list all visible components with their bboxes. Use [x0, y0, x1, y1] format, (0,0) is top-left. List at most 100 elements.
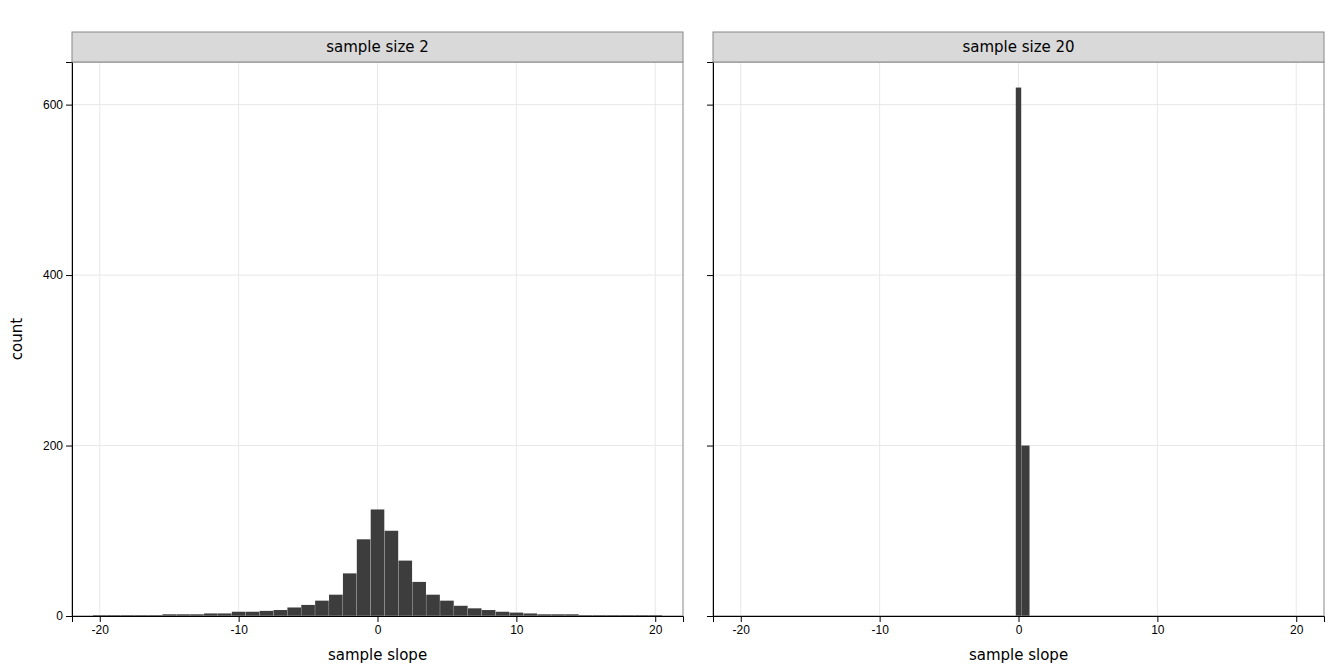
histogram-bar [468, 608, 482, 616]
x-tick-label: 0 [1016, 623, 1023, 637]
x-tick: 10 [1151, 616, 1165, 637]
y-tick [707, 446, 713, 447]
histogram-bar [426, 595, 440, 616]
x-tick-label: -10 [871, 623, 889, 637]
x-axis-title: sample slope [328, 646, 427, 664]
y-tick-mark [66, 105, 72, 106]
histogram-bar [1021, 446, 1029, 616]
y-tick [707, 616, 713, 617]
grid-line-x [516, 62, 517, 616]
x-tick-label: -10 [230, 623, 248, 637]
y-axis [707, 63, 714, 617]
x-tick: -20 [733, 616, 751, 637]
y-tick-label: 600 [43, 98, 63, 112]
y-tick-mark [66, 446, 72, 447]
y-tick-label: 400 [43, 268, 63, 282]
histogram-bar [482, 610, 496, 616]
histogram-bar [315, 601, 329, 616]
grid-line-y [72, 275, 683, 276]
x-tick: 10 [510, 616, 524, 637]
histogram-bar [287, 607, 301, 616]
x-tick-mark [880, 616, 881, 622]
histogram-bar [385, 531, 399, 616]
grid-line-x [879, 62, 880, 616]
x-tick: 0 [1016, 616, 1023, 637]
bars [1016, 88, 1030, 616]
y-tick: 0 [56, 609, 72, 623]
x-tick: -10 [871, 616, 889, 637]
grid-line-x [99, 62, 100, 616]
histogram-bar [371, 509, 385, 616]
x-tick: 20 [649, 616, 663, 637]
histogram-bar [246, 612, 260, 616]
y-axis-line [707, 63, 714, 617]
x-tick-label: -20 [733, 623, 751, 637]
bars [93, 509, 662, 616]
x-tick: -10 [230, 616, 248, 637]
histogram-bar [496, 612, 510, 616]
grid-line-x [655, 62, 656, 616]
histogram-bar [301, 605, 315, 616]
x-tick: 20 [1290, 616, 1304, 637]
grid [713, 62, 1324, 616]
histogram-bar [510, 613, 524, 616]
histogram-bar [273, 610, 287, 616]
y-tick: 400 [43, 268, 72, 282]
y-tick: 200 [43, 439, 72, 453]
histogram-bar [1016, 88, 1021, 616]
grid-line-x [740, 62, 741, 616]
x-tick-mark [100, 616, 101, 622]
y-tick-mark [707, 275, 713, 276]
plot-background [72, 62, 683, 616]
y-axis-title: count [8, 318, 26, 360]
facet-title: sample size 20 [962, 38, 1074, 56]
grid-line-y [72, 445, 683, 446]
facet-header [72, 32, 683, 62]
plot-frame [72, 62, 683, 616]
y-axis: 0 200 400 600 [43, 63, 73, 624]
y-tick [707, 105, 713, 106]
y-tick: 600 [43, 98, 72, 112]
facet-title: sample size 2 [326, 38, 429, 56]
y-tick-label: 200 [43, 439, 63, 453]
plot-frame [713, 62, 1324, 616]
grid-line-x [1296, 62, 1297, 616]
histogram-bar [232, 612, 246, 616]
y-axis-line [66, 63, 73, 617]
grid-line-x [238, 62, 239, 616]
x-tick-label: 20 [1290, 623, 1304, 637]
plot-background [713, 62, 1324, 616]
histogram-bar [412, 582, 426, 616]
x-tick-mark [1157, 616, 1158, 622]
x-tick-mark [516, 616, 517, 622]
x-tick-mark [741, 616, 742, 622]
x-tick: 0 [375, 616, 382, 637]
x-axis: -20 -10 0 10 20 [73, 616, 684, 637]
x-axis-line [714, 617, 1325, 623]
x-tick-mark [239, 616, 240, 622]
grid-line-x [1157, 62, 1158, 616]
x-axis: -20 -10 0 10 20 [714, 616, 1325, 637]
x-tick-label: 10 [510, 623, 524, 637]
x-tick-mark [1019, 616, 1020, 622]
y-tick-mark [707, 105, 713, 106]
x-tick-mark [1296, 616, 1297, 622]
grid-line-y [72, 104, 683, 105]
y-tick-mark [707, 446, 713, 447]
histogram-bar [440, 601, 454, 616]
histogram-bar [357, 539, 371, 616]
x-axis-title: sample slope [969, 646, 1068, 664]
panel: -20 -10 0 10 20 sample size 20 sample slope [707, 32, 1325, 664]
y-tick-label: 0 [56, 609, 63, 623]
x-tick-label: 0 [375, 623, 382, 637]
x-axis-line [73, 617, 684, 623]
y-tick-mark [707, 616, 713, 617]
histogram-bar [454, 606, 468, 616]
x-tick: -20 [92, 616, 110, 637]
facet-header [713, 32, 1324, 62]
histogram-bar [343, 573, 357, 616]
grid [72, 62, 683, 616]
panel: -20-10010200200400600sample size 2sample… [8, 32, 684, 664]
histogram-bar [329, 595, 343, 616]
x-tick-label: 20 [649, 623, 663, 637]
